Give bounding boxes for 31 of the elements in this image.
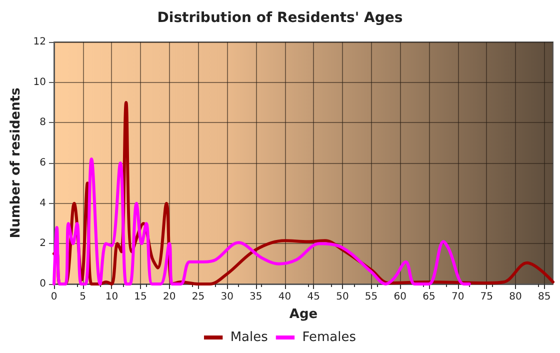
x-tick-label: 10 — [105, 292, 118, 302]
x-tick-label: 50 — [336, 292, 349, 302]
x-tick-label: 35 — [250, 292, 262, 302]
y-tick-label: 4 — [40, 198, 46, 209]
legend-label: Males — [230, 330, 268, 345]
y-tick-label: 6 — [40, 158, 46, 168]
x-tick-label: 75 — [480, 292, 494, 302]
x-tick-label: 15 — [134, 292, 147, 302]
x-tick-label: 45 — [307, 292, 320, 302]
y-tick-label: 12 — [33, 36, 46, 48]
y-tick-label: 0 — [40, 278, 46, 290]
chart-title: Distribution of Residents' Ages — [157, 10, 403, 26]
x-tick-label: 0 — [50, 292, 58, 302]
x-tick-label: 30 — [220, 292, 234, 302]
y-tick-label: 10 — [33, 76, 46, 88]
y-axis-title: Number of residents — [8, 87, 24, 238]
x-tick-label: 85 — [538, 292, 551, 302]
x-tick-label: 65 — [422, 292, 436, 302]
x-axis-title: Age — [289, 307, 318, 322]
y-tick-label: 2 — [40, 238, 46, 250]
x-tick-label: 80 — [509, 292, 522, 302]
x-tick-label: 25 — [192, 292, 205, 302]
x-tick-label: 60 — [394, 292, 406, 302]
x-tick-label: 70 — [451, 292, 464, 302]
x-tick-label: 55 — [364, 292, 378, 302]
legend-label: Females — [302, 330, 356, 345]
line-series — [52, 157, 471, 286]
x-tick-label: 5 — [80, 292, 86, 302]
x-tick-label: 20 — [163, 292, 176, 302]
x-tick-label: 40 — [278, 292, 292, 302]
y-tick-label: 8 — [40, 117, 46, 128]
